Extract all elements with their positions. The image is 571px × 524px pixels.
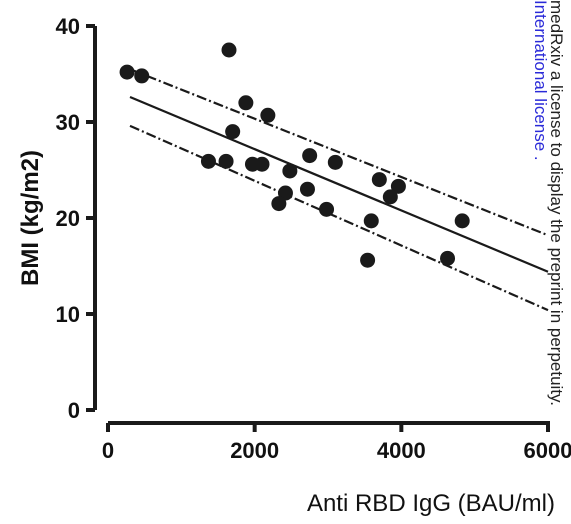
data-point (271, 196, 287, 212)
watermark-text-international: International license . (531, 0, 550, 161)
data-point (382, 189, 398, 205)
y-tick-label: 0 (68, 398, 80, 423)
data-point (119, 64, 135, 80)
data-point (454, 213, 470, 229)
data-points (119, 42, 470, 268)
data-point (221, 42, 237, 58)
axes (93, 26, 550, 425)
watermark-text-license: medRxiv a license to display the preprin… (547, 0, 566, 406)
data-point (254, 156, 270, 172)
y-axis-title: BMI (kg/m2) (17, 150, 44, 286)
data-point (218, 153, 234, 169)
data-point (390, 178, 406, 194)
y-tick-label: 10 (56, 302, 80, 327)
x-tick-label: 6000 (524, 438, 571, 463)
regression-line (129, 96, 549, 273)
data-point (238, 95, 254, 111)
y-tick-label: 40 (56, 14, 80, 39)
x-tick-label: 4000 (377, 438, 426, 463)
data-point (260, 107, 276, 123)
x-axis-title: Anti RBD IgG (BAU/ml) (307, 490, 555, 517)
x-tick-label: 2000 (230, 438, 279, 463)
data-point (282, 163, 298, 179)
data-point (200, 153, 216, 169)
data-point (371, 172, 387, 188)
data-point (363, 213, 379, 229)
confidence-band-lower (129, 124, 549, 312)
x-tick-label: 0 (102, 438, 114, 463)
watermark: medRxiv a license to display the preprin… (531, 0, 566, 406)
y-tick-label: 20 (56, 206, 80, 231)
data-point (360, 252, 376, 268)
data-point (319, 201, 335, 217)
y-tick-label: 30 (56, 110, 80, 135)
data-point (134, 68, 150, 84)
data-point (302, 148, 318, 164)
data-point (440, 250, 456, 266)
ticks: 0 10 20 30 40 0 2000 4000 6000 (56, 14, 571, 463)
data-point (299, 181, 315, 197)
data-point (225, 124, 241, 140)
data-point (327, 154, 343, 170)
confidence-band-upper (129, 68, 549, 237)
confidence-bands (129, 68, 549, 312)
